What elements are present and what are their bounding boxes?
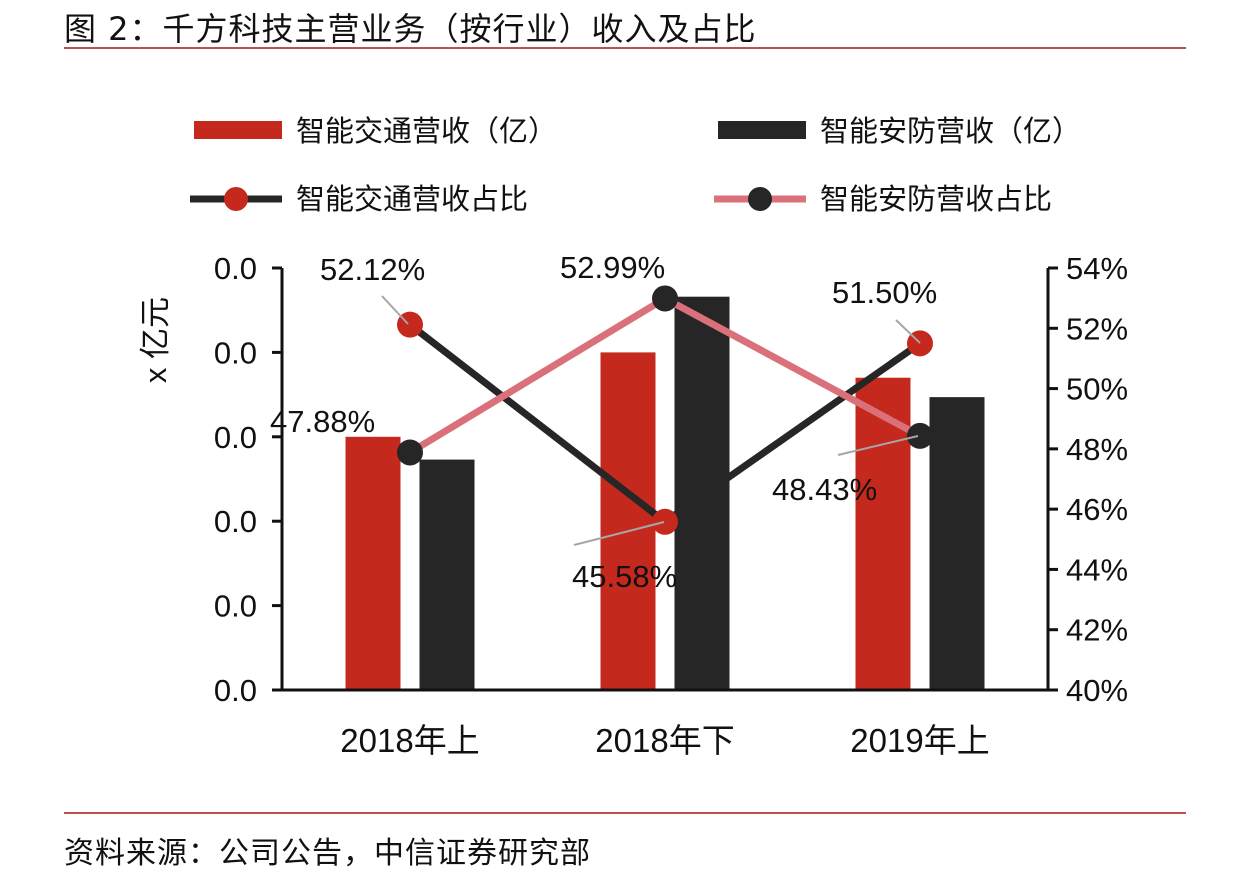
legend-swatch-security-revenue <box>718 121 806 139</box>
right-tick-label: 48% <box>1066 432 1128 467</box>
legend-label: 智能交通营收（亿） <box>296 114 557 148</box>
line-marker <box>397 439 423 466</box>
right-tick-label: 42% <box>1066 613 1128 648</box>
data-label: 45.58% <box>572 559 677 594</box>
left-tick-label: 0.0 <box>214 251 257 286</box>
left-tick-label: 0.0 <box>214 420 257 455</box>
data-label: 51.50% <box>832 275 937 310</box>
leader-line <box>895 319 921 344</box>
bar <box>345 436 401 690</box>
category-label: 2018年下 <box>595 722 734 759</box>
leader-line <box>573 521 665 546</box>
right-tick-label: 46% <box>1066 492 1128 527</box>
line-marker <box>652 508 678 535</box>
line-marker <box>907 422 933 449</box>
line-marker <box>652 285 678 312</box>
bar <box>929 397 985 690</box>
page-title: 图 2：千方科技主营业务（按行业）收入及占比 <box>64 10 757 48</box>
legend-label: 智能安防营收占比 <box>820 182 1052 216</box>
left-tick-label: 0.0 <box>214 504 257 539</box>
right-tick-label: 50% <box>1066 372 1128 407</box>
data-label: 47.88% <box>270 404 375 439</box>
data-label: 48.43% <box>772 472 877 507</box>
series-line <box>408 294 922 456</box>
title-divider <box>64 47 1186 49</box>
bar <box>600 352 656 690</box>
y-axis-label: x 亿元 <box>138 297 173 383</box>
legend-marker <box>224 187 248 211</box>
right-tick-label: 52% <box>1066 311 1128 346</box>
right-tick-label: 40% <box>1066 673 1128 708</box>
left-tick-label: 0.0 <box>214 673 257 708</box>
legend-swatch-traffic-revenue <box>194 121 282 139</box>
footer-divider <box>64 812 1186 814</box>
data-label: 52.99% <box>560 250 665 285</box>
right-tick-label: 44% <box>1066 552 1128 587</box>
leader-line <box>837 435 919 456</box>
data-label: 52.12% <box>320 252 425 287</box>
left-tick-label: 0.0 <box>214 335 257 370</box>
legend-label: 智能交通营收占比 <box>296 182 528 216</box>
legend-label: 智能安防营收（亿） <box>820 114 1081 148</box>
leader-line <box>381 295 409 325</box>
bar <box>419 459 475 690</box>
category-label: 2018年上 <box>340 722 479 759</box>
right-tick-label: 54% <box>1066 251 1128 286</box>
source-note: 资料来源：公司公告，中信证券研究部 <box>64 836 591 871</box>
left-tick-label: 0.0 <box>214 589 257 624</box>
category-label: 2019年上 <box>850 722 989 759</box>
legend-marker <box>748 187 772 211</box>
